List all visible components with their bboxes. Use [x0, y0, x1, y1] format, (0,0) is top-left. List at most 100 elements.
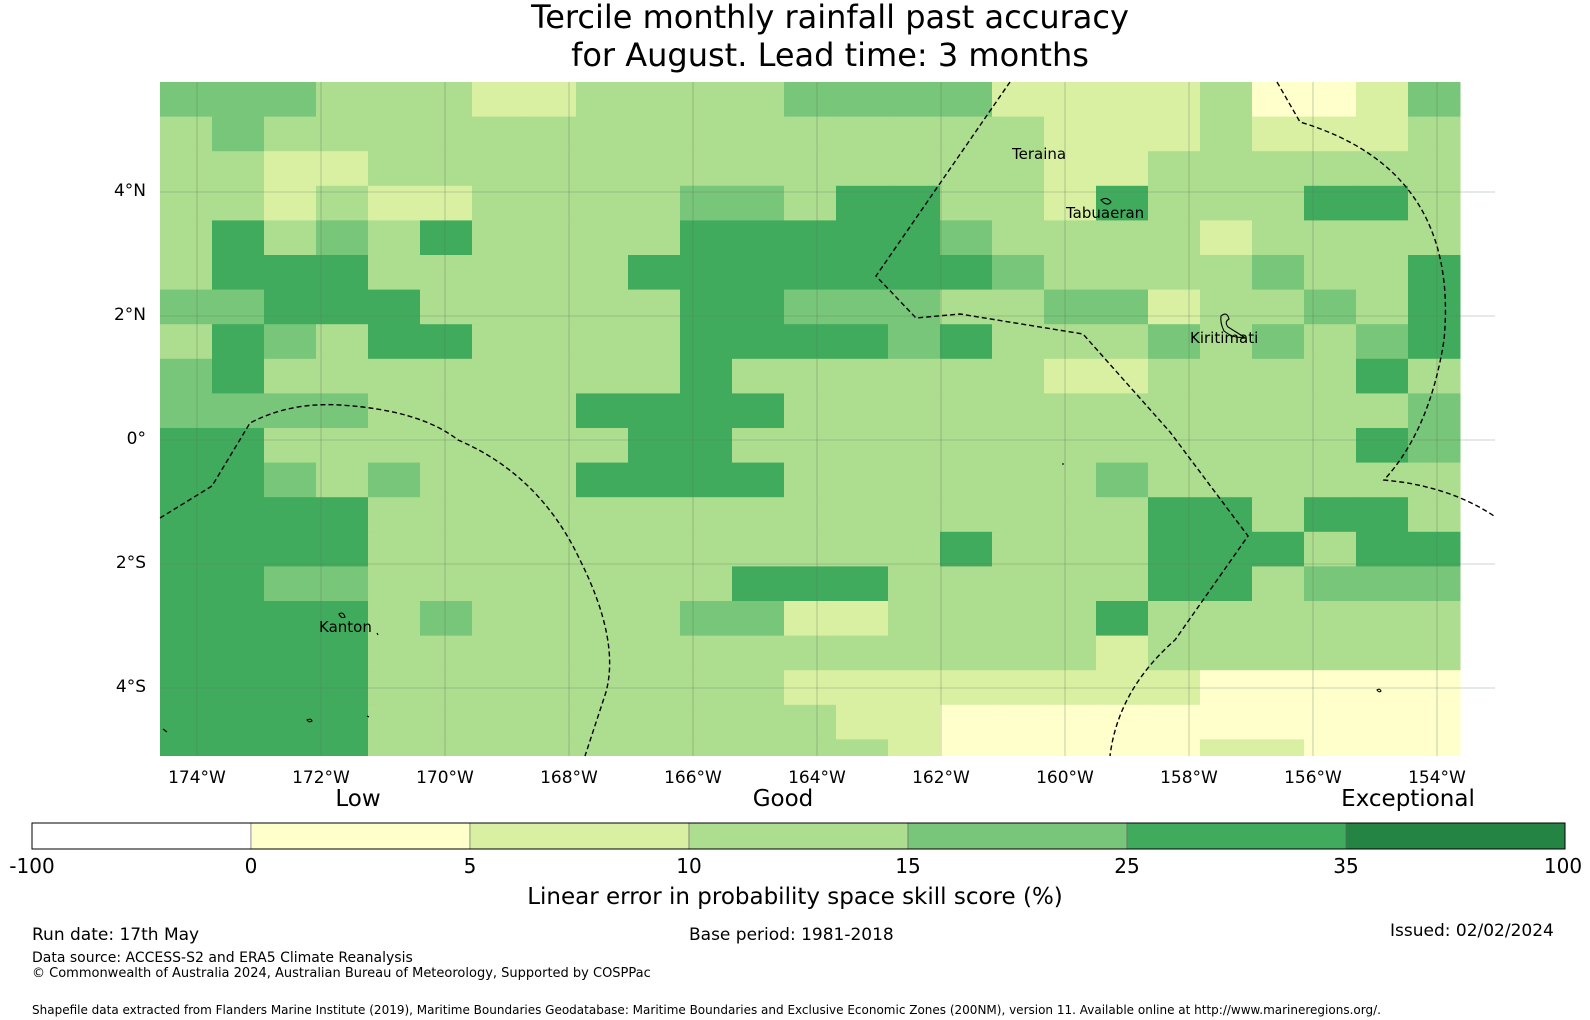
- skill-cell: [1356, 220, 1409, 256]
- quality-label-good: Good: [752, 786, 814, 812]
- skill-cell: [940, 116, 993, 152]
- skill-cell: [1200, 289, 1253, 325]
- skill-cell: [680, 358, 733, 394]
- skill-cell: [732, 704, 785, 740]
- skill-cell: [992, 289, 1045, 325]
- skill-cell: [264, 185, 317, 221]
- skill-cell: [628, 497, 681, 533]
- skill-cell: [888, 635, 941, 671]
- skill-cell: [1304, 601, 1357, 637]
- skill-cell: [316, 635, 369, 671]
- skill-cell: [888, 220, 941, 256]
- skill-cell: [1044, 82, 1097, 118]
- skill-cell: [888, 82, 941, 118]
- colorbar-label: Linear error in probability space skill …: [527, 884, 1063, 910]
- skill-cell: [576, 704, 629, 740]
- skill-cell: [576, 497, 629, 533]
- skill-cell: [368, 151, 421, 187]
- skill-cell: [732, 151, 785, 187]
- skill-cell: [212, 462, 265, 498]
- skill-cell: [368, 531, 421, 567]
- skill-cell: [1096, 151, 1149, 187]
- skill-cell: [784, 289, 837, 325]
- skill-cell: [420, 220, 473, 256]
- skill-cell: [316, 462, 369, 498]
- skill-cell: [1200, 82, 1253, 118]
- skill-cell: [888, 151, 941, 187]
- place-label-teraina: Teraina: [1012, 145, 1067, 163]
- skill-cell: [420, 531, 473, 567]
- skill-cell: [212, 739, 265, 756]
- skill-cell: [212, 289, 265, 325]
- skill-cell: [992, 566, 1045, 602]
- skill-cell: [992, 601, 1045, 637]
- skill-cell: [160, 393, 213, 429]
- skill-cell: [1200, 324, 1253, 360]
- skill-cell: [680, 185, 733, 221]
- skill-cell: [888, 497, 941, 533]
- skill-cell: [1148, 151, 1201, 187]
- skill-cell: [784, 324, 837, 360]
- skill-cell: [1408, 220, 1461, 256]
- skill-cell: [524, 531, 577, 567]
- skill-cell: [1200, 739, 1253, 756]
- skill-cell: [784, 220, 837, 256]
- skill-cell: [888, 566, 941, 602]
- skill-cell: [1252, 185, 1305, 221]
- skill-cell: [1252, 566, 1305, 602]
- colorbar-segment: [469, 822, 690, 850]
- skill-cell: [732, 462, 785, 498]
- skill-cell: [368, 289, 421, 325]
- skill-cell: [1096, 531, 1149, 567]
- skill-cell: [784, 116, 837, 152]
- skill-cell: [420, 635, 473, 671]
- skill-cell: [1148, 704, 1201, 740]
- skill-cell: [212, 393, 265, 429]
- skill-cell: [264, 428, 317, 464]
- skill-cell: [1408, 704, 1461, 740]
- skill-cell: [1200, 635, 1253, 671]
- skill-cell: [524, 255, 577, 291]
- data-source: Data source: ACCESS-S2 and ERA5 Climate …: [32, 950, 413, 966]
- skill-cell: [888, 601, 941, 637]
- skill-cell: [316, 220, 369, 256]
- colorbar-segment: [1126, 822, 1347, 850]
- skill-cell: [680, 704, 733, 740]
- skill-cell: [1408, 393, 1461, 429]
- skill-cell: [212, 82, 265, 118]
- skill-cell: [212, 116, 265, 152]
- skill-cell: [160, 428, 213, 464]
- skill-cell: [1148, 289, 1201, 325]
- skill-cell: [576, 393, 629, 429]
- skill-cell: [1096, 255, 1149, 291]
- skill-cell: [1356, 462, 1409, 498]
- skill-cell: [1148, 497, 1201, 533]
- title-line-2: for August. Lead time: 3 months: [571, 36, 1089, 74]
- skill-cell: [160, 116, 213, 152]
- skill-cell: [1304, 220, 1357, 256]
- skill-cell: [524, 220, 577, 256]
- skill-cell: [1096, 428, 1149, 464]
- skill-cell: [316, 393, 369, 429]
- skill-cell: [836, 151, 889, 187]
- skill-cell: [264, 151, 317, 187]
- skill-cell: [368, 566, 421, 602]
- skill-cell: [732, 185, 785, 221]
- skill-cell: [1356, 704, 1409, 740]
- skill-cell: [264, 324, 317, 360]
- skill-cell: [160, 497, 213, 533]
- skill-cell: [420, 462, 473, 498]
- skill-cell: [316, 428, 369, 464]
- skill-cell: [316, 601, 369, 637]
- skill-cell: [1356, 116, 1409, 152]
- skill-cell: [160, 82, 213, 118]
- skill-cell: [940, 739, 993, 756]
- skill-cell: [1408, 462, 1461, 498]
- skill-cell: [1044, 116, 1097, 152]
- skill-cell: [888, 324, 941, 360]
- skill-cell: [1408, 289, 1461, 325]
- skill-cell: [1408, 739, 1461, 756]
- skill-cell: [1148, 393, 1201, 429]
- skill-cell: [680, 289, 733, 325]
- skill-cell: [1200, 531, 1253, 567]
